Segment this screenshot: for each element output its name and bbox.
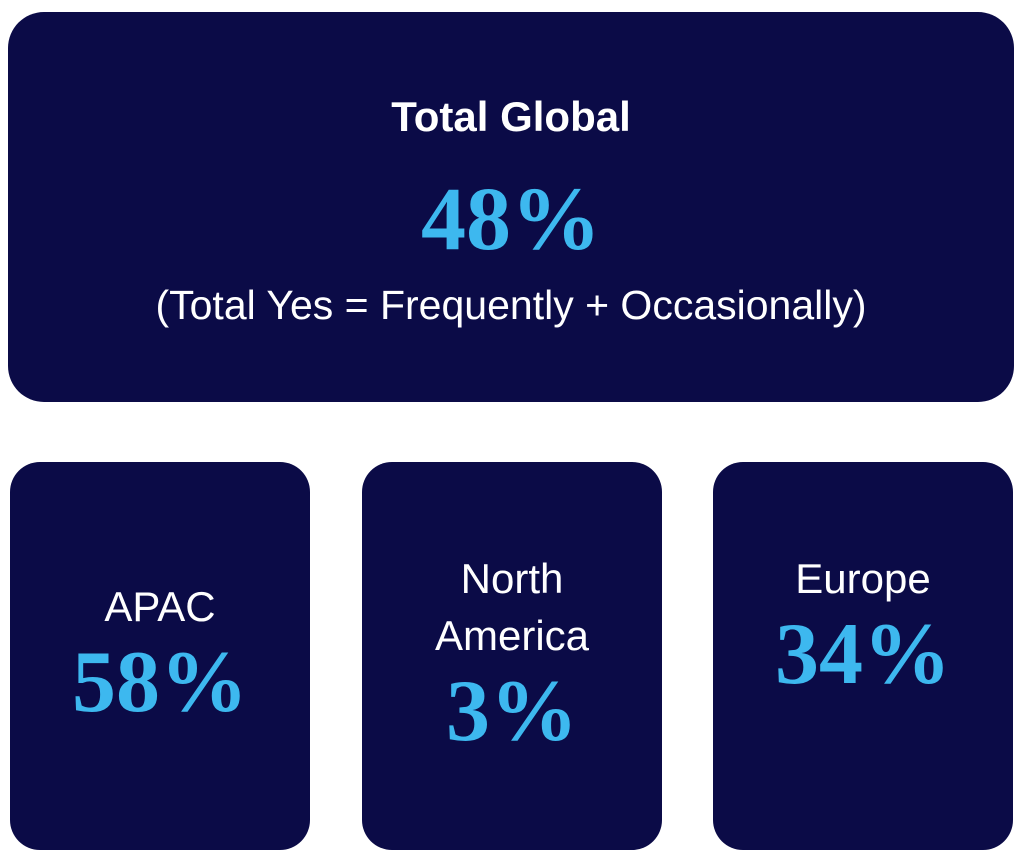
region-value: 3% xyxy=(446,663,578,760)
region-value: 34% xyxy=(775,606,951,703)
total-title: Total Global xyxy=(391,93,631,140)
total-note: (Total Yes = Frequently + Occasionally) xyxy=(155,282,867,328)
region-name: North America xyxy=(434,555,590,659)
region-value: 58% xyxy=(72,634,248,731)
region-name: APAC xyxy=(104,583,216,630)
region-name: Europe xyxy=(795,555,931,602)
total-value: 48% xyxy=(421,170,601,269)
region-card: North America 3% xyxy=(362,462,662,850)
total-card: Total Global 48% (Total Yes = Frequently… xyxy=(8,12,1014,402)
region-card: APAC 58% xyxy=(10,462,310,850)
region-card: Europe 34% xyxy=(713,462,1013,850)
